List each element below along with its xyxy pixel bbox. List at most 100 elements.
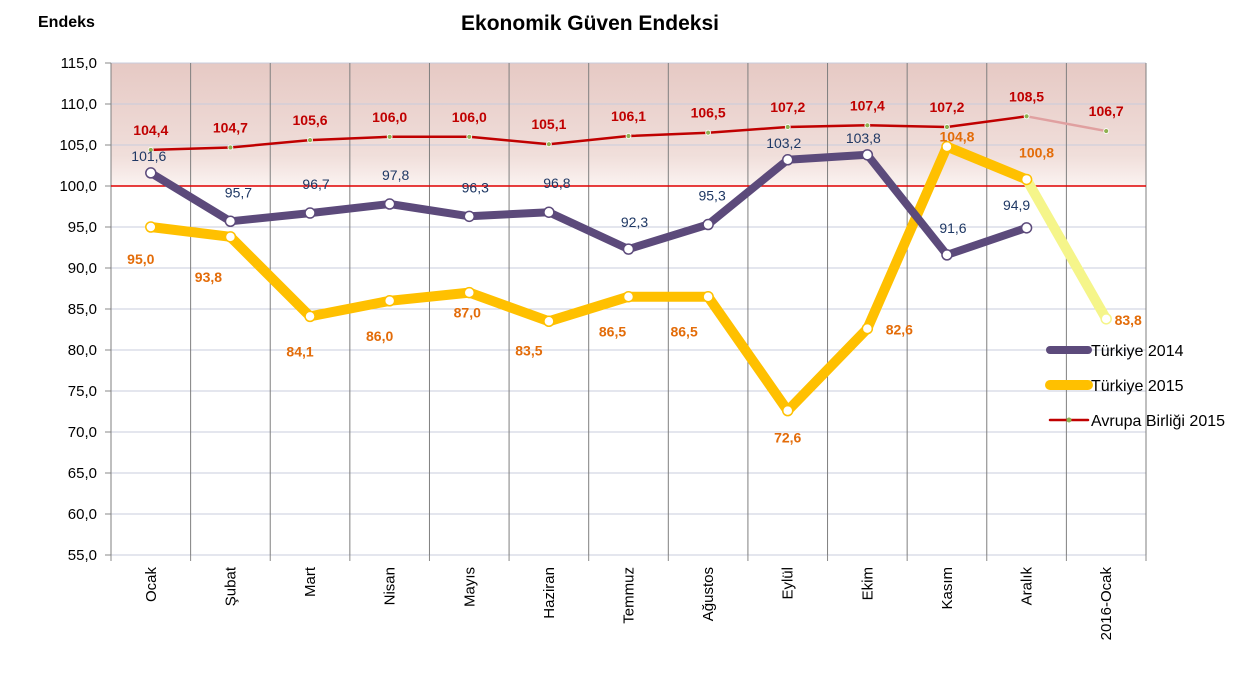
data-label-turkiye-2015: 86,0 (366, 328, 393, 344)
data-label-turkiye-2015: 100,8 (1019, 144, 1054, 160)
point-turkiye-2015 (781, 404, 794, 417)
data-label-turkiye-2015: 104,8 (939, 129, 974, 145)
point-eu-2015 (864, 122, 871, 129)
y-tick-label: 115,0 (61, 55, 97, 72)
point-eu-2015 (705, 129, 712, 136)
point-eu-2015 (784, 124, 791, 130)
y-tick-label: 70,0 (68, 424, 97, 441)
point-turkiye-2015 (463, 286, 476, 299)
x-tick-label: Mart (302, 566, 319, 597)
data-label-turkiye-2015: 83,5 (515, 342, 542, 358)
point-eu-2015 (307, 137, 313, 143)
point-turkiye-2014 (383, 198, 396, 210)
series-line-turkiye-2014 (146, 150, 1031, 259)
data-label-turkiye-2014: 91,6 (939, 220, 966, 236)
series-line-turkiye-2015-segment-2016 (1021, 174, 1112, 324)
point-turkiye-2015 (304, 310, 316, 323)
point-turkiye-2014 (622, 243, 635, 255)
point-turkiye-2014 (941, 249, 953, 261)
data-label-turkiye-2014: 92,3 (621, 214, 648, 230)
data-label-turkiye-2015: 84,1 (286, 343, 313, 359)
point-turkiye-2015 (622, 290, 635, 303)
data-label-eu-2015: 106,0 (452, 109, 487, 125)
data-label-turkiye-2014: 103,2 (766, 135, 801, 151)
data-label-eu-2015: 106,7 (1089, 103, 1124, 119)
data-label-eu-2015: 105,1 (531, 116, 566, 132)
data-label-eu-2015: 106,5 (691, 105, 726, 121)
y-tick-label: 100,0 (59, 178, 97, 195)
data-label-eu-2015: 106,1 (611, 108, 646, 124)
point-eu-2015 (386, 133, 393, 140)
data-label-turkiye-2015: 83,8 (1115, 312, 1142, 328)
series-line-eu-2015-segment-2016 (1025, 115, 1108, 133)
point-turkiye-2014 (702, 218, 714, 231)
point-turkiye-2014 (861, 149, 874, 161)
x-tick-label: Eylül (780, 567, 797, 600)
point-turkiye-2015 (941, 140, 953, 153)
point-eu-2015 (944, 124, 950, 130)
chart-title: Ekonomik Güven Endeksi (461, 12, 719, 35)
data-label-eu-2015: 106,0 (372, 109, 407, 125)
data-label-turkiye-2014: 96,3 (462, 179, 489, 195)
x-tick-label: Şubat (222, 566, 239, 606)
data-label-eu-2015: 107,2 (929, 99, 964, 115)
y-tick-label: 65,0 (68, 465, 97, 482)
x-tick-label: Ekim (859, 567, 876, 600)
point-turkiye-2015 (383, 295, 396, 307)
x-tick-label: 2016-Ocak (1098, 567, 1115, 641)
point-eu-2015 (466, 133, 473, 140)
data-label-turkiye-2014: 94,9 (1003, 197, 1030, 213)
point-turkiye-2014 (1020, 222, 1033, 234)
data-label-turkiye-2015: 82,6 (886, 322, 913, 338)
x-tick-label: Mayıs (461, 567, 478, 607)
series-line-eu-2015 (149, 115, 1028, 152)
y-tick-label: 60,0 (68, 506, 97, 523)
data-label-turkiye-2014: 96,7 (302, 176, 329, 192)
x-tick-label: Nisan (382, 567, 399, 605)
y-tick-label: 75,0 (68, 383, 97, 400)
x-tick-label: Ağustos (700, 567, 717, 621)
y-axis-label: Endeks (38, 14, 95, 31)
data-label-eu-2015: 108,5 (1009, 88, 1044, 104)
legend-eu-2015-marker (1066, 417, 1072, 423)
point-turkiye-2015 (1100, 313, 1112, 325)
data-label-eu-2015: 104,4 (133, 122, 168, 138)
point-eu-2015 (1103, 128, 1110, 134)
x-tick-label: Aralık (1019, 567, 1036, 606)
point-eu-2015 (227, 144, 234, 151)
data-label-eu-2015: 104,7 (213, 119, 248, 135)
x-tick-label: Haziran (541, 567, 558, 619)
data-label-eu-2015: 107,4 (850, 97, 885, 113)
point-turkiye-2014 (224, 215, 237, 228)
data-label-turkiye-2015: 93,8 (195, 269, 222, 285)
data-label-turkiye-2015: 86,5 (599, 324, 626, 340)
data-label-turkiye-2015: 86,5 (670, 324, 697, 340)
x-tick-label: Kasım (939, 567, 956, 610)
point-turkiye-2014 (543, 206, 555, 218)
data-label-turkiye-2014: 103,8 (846, 130, 881, 146)
y-tick-label: 95,0 (68, 219, 97, 236)
point-turkiye-2014 (145, 167, 157, 179)
data-label-turkiye-2014: 96,8 (543, 175, 570, 191)
point-turkiye-2015 (861, 322, 874, 335)
series-line-turkiye-2015 (145, 141, 1032, 416)
point-turkiye-2014 (781, 154, 794, 166)
y-tick-label: 80,0 (68, 342, 97, 359)
y-tick-label: 105,0 (59, 137, 97, 154)
y-tick-label: 55,0 (68, 547, 97, 564)
point-turkiye-2015 (702, 290, 714, 303)
data-label-turkiye-2015: 87,0 (454, 305, 481, 321)
data-label-turkiye-2014: 97,8 (382, 167, 409, 183)
data-label-turkiye-2015: 72,6 (774, 430, 801, 446)
point-eu-2015 (1023, 113, 1030, 120)
point-eu-2015 (625, 133, 632, 139)
point-eu-2015 (147, 147, 154, 153)
point-turkiye-2015 (145, 221, 157, 233)
legend-turkiye-2015-label: Türkiye 2015 (1091, 378, 1184, 395)
data-label-eu-2015: 107,2 (770, 99, 805, 115)
legend-eu-2015-label: Avrupa Birliği 2015 (1091, 413, 1225, 430)
plot-area: 55,0 60,0 65,0 70,0 75,0 80,0 85,0 90,0 95,0 100,… (59, 55, 1225, 640)
data-label-turkiye-2014: 95,3 (698, 188, 725, 204)
data-label-turkiye-2014: 95,7 (225, 184, 252, 200)
